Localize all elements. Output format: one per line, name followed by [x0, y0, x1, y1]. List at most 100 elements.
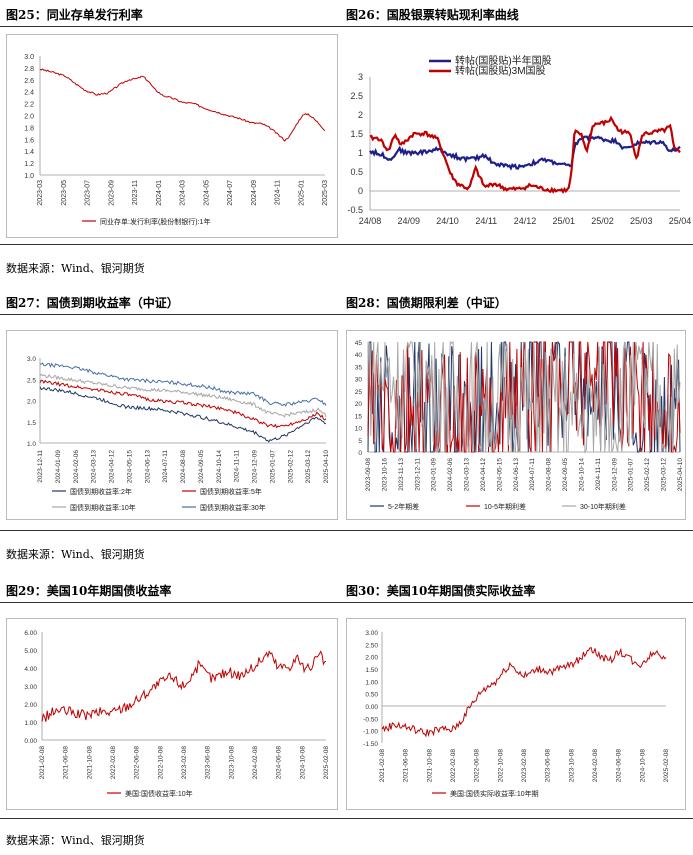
source-note: 数据来源：Wind、银河期货	[6, 834, 145, 847]
x-tick-label: 2024-05-15	[496, 458, 503, 492]
x-tick-label: 2024-09	[251, 180, 258, 206]
y-tick-label: 0	[358, 450, 362, 457]
x-tick-label: 2024-10-14	[578, 458, 585, 492]
y-tick-label: 2.5	[27, 377, 36, 384]
chart-title-29: 图29：美国10年期国债收益率	[6, 584, 172, 598]
x-tick-label: 2024-01	[156, 180, 163, 206]
series-line	[367, 340, 681, 454]
y-tick-label: 45	[355, 340, 363, 347]
x-tick-label: 2024-09-05	[198, 450, 205, 484]
x-tick-label: 2023-05	[61, 180, 68, 206]
y-tick-label: 4.00	[24, 666, 37, 673]
y-tick-label: 20	[355, 401, 363, 408]
y-tick-label: 6.00	[24, 630, 37, 637]
x-tick-label: 2024-06-13	[144, 450, 151, 484]
y-tick-label: 0.5	[350, 167, 363, 177]
chart-frame-28	[346, 330, 686, 520]
x-tick-label: 24/09	[397, 216, 420, 226]
x-tick-label: 25/02	[591, 216, 614, 226]
legend-label: 30-10年期利差	[580, 502, 626, 511]
source-note: 数据来源：Wind、银河期货	[6, 262, 145, 275]
x-tick-label: 2021-02-08	[379, 749, 386, 783]
legend-label: 10-5年期利差	[484, 502, 526, 511]
chart-title-28: 图28：国债期限利差（中证）	[346, 296, 507, 310]
x-tick-label: 2023-06-08	[545, 749, 552, 783]
x-tick-label: 2025-04-10	[323, 450, 330, 484]
y-tick-label: 1.4	[24, 149, 34, 156]
chart-frame-25	[6, 34, 338, 238]
x-tick-label: 2025-02-12	[287, 450, 294, 484]
series-line	[39, 386, 327, 443]
x-tick-label: 2022-02-08	[110, 746, 117, 780]
y-tick-label: 2.0	[27, 399, 36, 406]
x-tick-label: 2025-03-12	[661, 458, 668, 492]
legend-label: 国债到期收益率:2年	[70, 487, 132, 496]
title-divider	[0, 26, 693, 27]
chart-title-30: 图30：美国10年期国债实际收益率	[346, 584, 536, 598]
y-tick-label: 10	[355, 426, 363, 433]
x-tick-label: 2025-04-10	[677, 458, 684, 492]
y-tick-label: 3.0	[24, 54, 34, 61]
y-tick-label: 2.00	[24, 702, 37, 709]
legend-label: 国债到期收益率:30年	[200, 503, 266, 512]
x-tick-label: 2024-05-15	[126, 450, 133, 484]
x-tick-label: 2023-10-16	[381, 458, 388, 492]
y-tick-label: 25	[355, 389, 363, 396]
x-tick-label: 2023-06-08	[205, 746, 212, 780]
y-tick-label: 2.0	[24, 114, 34, 121]
source-note: 数据来源：Wind、银河期货	[6, 548, 145, 561]
series-line	[369, 133, 681, 171]
series-line	[39, 373, 327, 418]
x-tick-label: 24/10	[436, 216, 459, 226]
y-tick-label: 3	[358, 72, 363, 82]
y-tick-label: 0.00	[365, 704, 378, 711]
y-tick-label: 1.8	[24, 125, 34, 132]
x-tick-label: 2024-11-11	[234, 450, 241, 483]
chart-frame-30	[346, 618, 686, 810]
chart-title-27: 图27：国债到期收益率（中证）	[6, 296, 179, 310]
y-tick-label: -1.50	[363, 741, 378, 748]
y-tick-label: 40	[355, 352, 363, 359]
chart-frame-29	[6, 618, 338, 810]
series-line	[39, 379, 327, 429]
x-tick-label: 2021-06-08	[63, 746, 70, 780]
x-tick-label: 2023-07	[85, 180, 92, 206]
x-tick-label: 2024-04-12	[109, 450, 116, 484]
x-tick-label: 25/03	[630, 216, 653, 226]
x-tick-label: 2024-07	[227, 180, 234, 206]
y-tick-label: 5.00	[24, 648, 37, 655]
y-tick-label: 1.5	[350, 129, 363, 139]
x-tick-label: 2024-03	[180, 180, 187, 206]
x-tick-label: 2025-02-08	[663, 749, 670, 783]
x-tick-label: 25/01	[552, 216, 575, 226]
x-tick-label: 2023-11	[132, 180, 139, 205]
x-tick-label: 2025-03	[322, 180, 329, 206]
legend-label: 美国:国债实际收益率:10年期	[450, 789, 539, 798]
x-tick-label: 2024-11	[275, 180, 282, 205]
x-tick-label: 2021-02-08	[39, 746, 46, 780]
y-tick-label: 15	[355, 413, 363, 420]
y-tick-label: 2.5	[350, 91, 363, 101]
legend-label: 转帖(国股贴)3M国股	[455, 64, 546, 77]
x-tick-label: 2023-10-08	[228, 746, 235, 780]
x-tick-label: 2024-01-09	[431, 458, 438, 492]
section-divider	[0, 244, 693, 245]
x-tick-label: 2024-10-08	[299, 746, 306, 780]
x-tick-label: 2024-03-13	[464, 458, 471, 492]
x-tick-label: 2024-01-09	[55, 450, 62, 484]
x-tick-label: 2022-06-08	[474, 749, 481, 783]
x-tick-label: 2024-02-06	[447, 458, 454, 492]
x-tick-label: 2025-03-12	[305, 450, 312, 484]
x-tick-label: 2023-11-13	[398, 458, 405, 491]
y-tick-label: 0.00	[24, 738, 37, 745]
y-tick-label: 2.2	[24, 102, 34, 109]
y-tick-label: 30	[355, 377, 363, 384]
y-tick-label: 2.6	[24, 78, 34, 85]
x-tick-label: 2023-12-11	[414, 458, 421, 491]
y-tick-label: 1.5	[27, 420, 36, 427]
y-tick-label: 0.50	[365, 692, 378, 699]
y-tick-label: 2	[358, 110, 363, 120]
legend-label: 转帖(国股贴)半年国股	[455, 54, 552, 67]
